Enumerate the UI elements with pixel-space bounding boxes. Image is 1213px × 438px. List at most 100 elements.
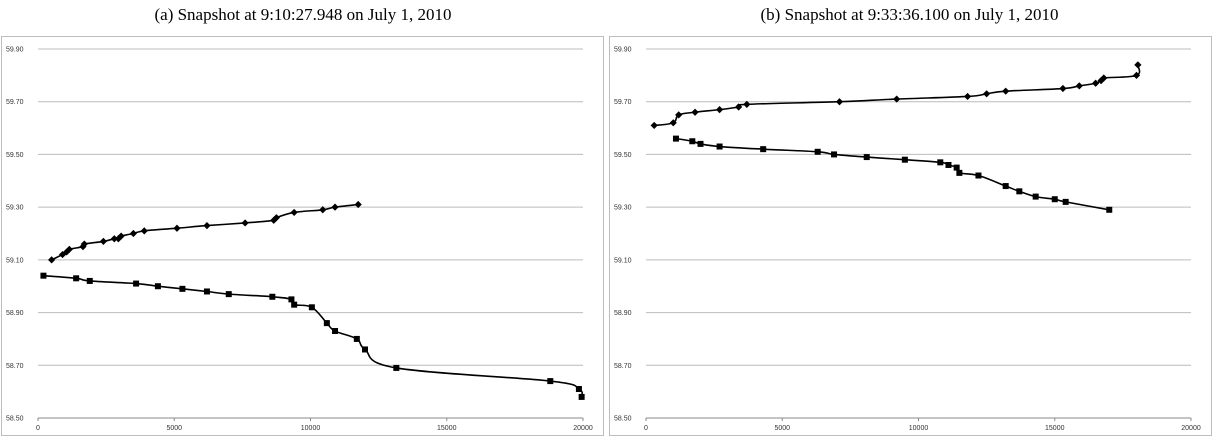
y-tick-label: 58.90 [614,310,632,317]
diamond-marker [99,237,107,246]
series-diamond [48,200,362,264]
y-gridlines [646,48,1191,419]
chart-caption-b: (b) Snapshot at 9:33:36.100 on July 1, 2… [760,5,1059,24]
square-marker [203,288,210,295]
x-tick-label: 5000 [166,425,182,432]
diamond-marker [835,98,844,106]
series-line [654,64,1141,127]
diamond-marker [1075,82,1083,90]
diamond-marker [983,90,991,98]
diamond-marker [80,240,88,248]
series-line [675,137,1110,211]
square-marker [1062,198,1069,205]
diamond-marker [675,111,683,119]
square-marker [578,393,585,400]
square-marker [362,346,368,353]
square-marker [40,272,47,279]
series-line [43,274,584,398]
square-marker [760,146,767,153]
series-diamond [650,61,1142,130]
diamond-marker [691,108,699,116]
diamond-marker [354,200,362,209]
x-tick-label: 10000 [909,425,929,432]
square-marker [393,364,400,371]
square-marker [225,291,232,298]
y-tick-label: 59.70 [6,99,24,106]
x-tick-label: 5000 [774,425,790,432]
diamond-marker [669,119,677,127]
chart-panel-a: 59.90 59.70 59.50 59.30 59.10 58.90 58.70 58.50… [1,36,604,436]
diamond-marker [715,106,724,114]
diamond-marker [241,219,249,227]
y-tick-label: 58.70 [614,363,632,370]
y-tick-label: 59.30 [6,205,24,212]
square-marker [547,378,554,385]
diamond-marker [290,208,298,217]
square-marker [956,169,963,176]
y-gridlines [38,48,583,419]
diamond-marker [743,100,751,108]
x-tick-labels: 0 5000 10000 15000 20000 [644,418,1201,432]
chart-a: 59.90 59.70 59.50 59.30 59.10 58.90 58.70 58.50… [6,47,593,433]
diamond-marker [129,229,137,238]
y-tick-label: 59.50 [6,152,24,159]
square-marker [1051,196,1058,203]
diamond-marker [140,227,148,235]
chart-b: 59.90 59.70 59.50 59.30 59.10 58.90 58.70 58.50… [614,47,1201,433]
diamond-marker [270,216,278,224]
diamond-marker [1059,84,1067,93]
square-marker [86,277,93,284]
square-marker [697,140,704,147]
diamond-marker [1097,77,1105,85]
y-tick-label: 59.10 [6,257,24,264]
series-line [51,203,359,261]
square-marker [1032,193,1039,200]
diamond-marker [173,224,181,232]
square-marker [154,283,161,290]
diamond-marker [963,92,972,101]
chart-caption-a: (a) Snapshot at 9:10:27.948 on July 1, 2… [154,5,452,24]
square-marker [133,280,140,287]
diamond-marker [272,214,281,222]
diamond-marker [110,235,118,243]
y-tick-labels: 59.90 59.70 59.50 59.30 59.10 58.90 58.70 58.50 [6,47,24,423]
y-tick-label: 59.50 [614,152,632,159]
y-tick-label: 58.90 [6,310,24,317]
square-marker [863,154,870,161]
square-marker [179,285,186,292]
diamond-marker [893,95,901,103]
y-tick-label: 59.10 [614,257,632,264]
diamond-marker [1100,74,1108,82]
diamond-marker [203,221,211,230]
square-marker [953,164,960,171]
y-tick-label: 59.70 [614,99,632,106]
x-tick-label: 10000 [301,425,321,432]
square-marker [689,138,696,145]
square-marker [308,304,315,311]
x-tick-label: 15000 [1045,425,1065,432]
chart-panel-b: 59.90 59.70 59.50 59.30 59.10 58.90 58.70 58.50… [609,36,1212,436]
y-tick-label: 58.50 [614,416,632,423]
y-tick-label: 58.50 [6,416,24,423]
square-marker [323,320,330,327]
y-tick-label: 59.30 [614,205,632,212]
diamond-marker [117,232,125,240]
square-marker [901,156,908,163]
x-tick-label: 20000 [573,425,593,432]
diamond-marker [65,245,73,253]
square-marker [73,275,80,282]
square-marker [716,143,723,150]
square-marker [831,151,838,158]
y-tick-labels: 59.90 59.70 59.50 59.30 59.10 58.90 58.70 58.50 [614,47,632,423]
x-tick-label: 0 [644,425,648,432]
square-marker [937,159,944,166]
y-tick-label: 58.70 [6,363,24,370]
diamond-marker [1134,61,1142,69]
y-tick-label: 59.90 [6,47,24,54]
square-marker [1106,206,1113,213]
y-tick-label: 59.90 [614,47,632,54]
square-marker [672,135,679,142]
x-tick-label: 0 [36,425,40,432]
x-tick-label: 20000 [1181,425,1201,432]
square-marker [814,148,821,155]
